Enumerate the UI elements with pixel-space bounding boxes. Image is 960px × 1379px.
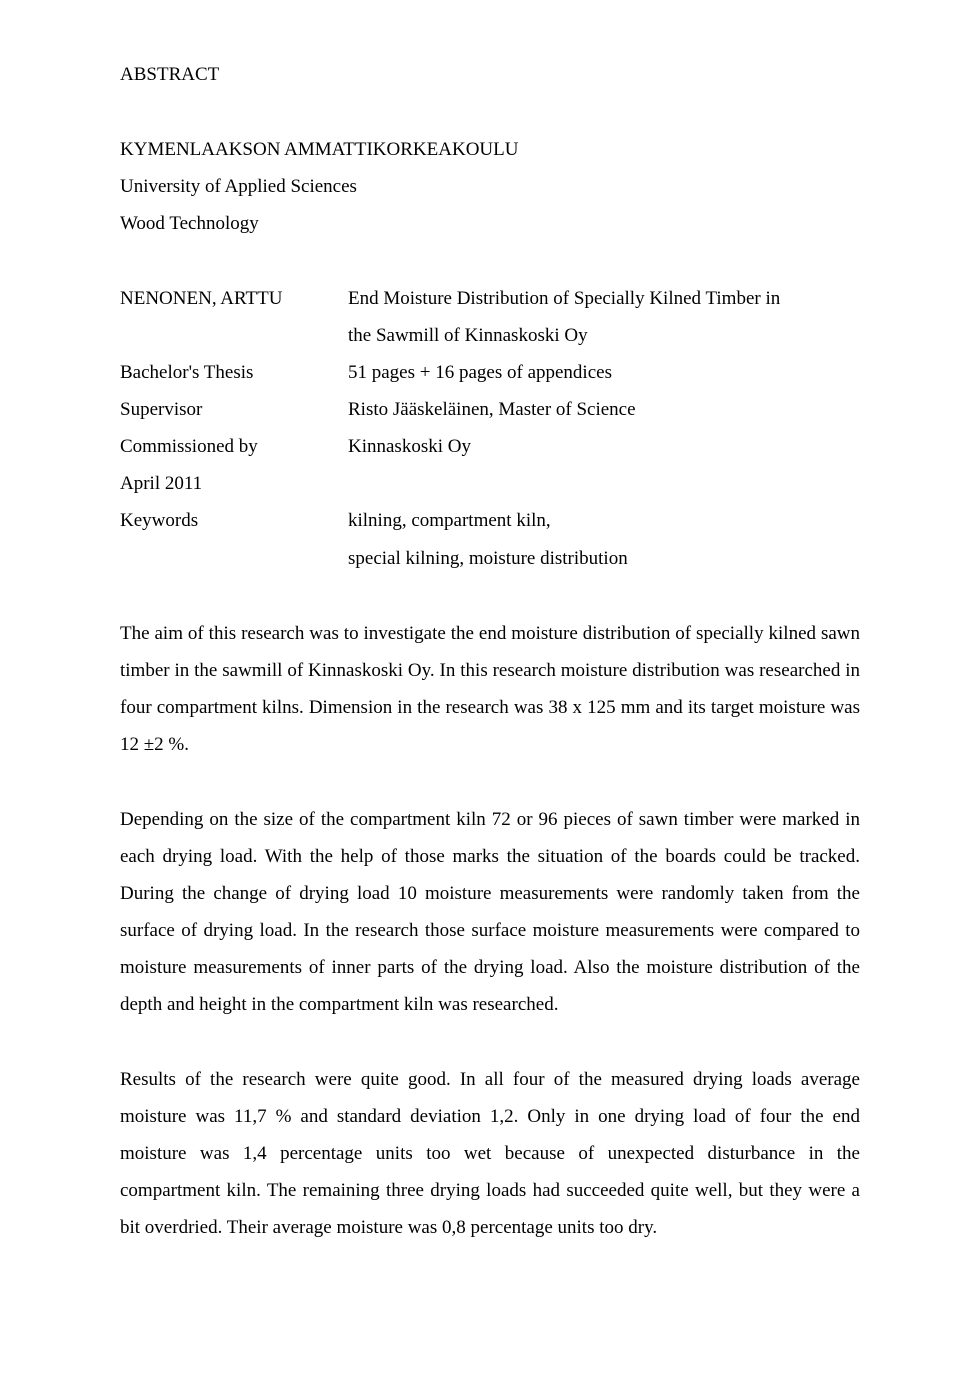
thesis-label: Bachelor's Thesis xyxy=(120,354,348,391)
metadata-table: NENONEN, ARTTU End Moisture Distribution… xyxy=(120,280,860,576)
commissioned-label: Commissioned by xyxy=(120,428,348,465)
institution-name: KYMENLAAKSON AMMATTIKORKEAKOULU xyxy=(120,131,860,168)
pages-value: 51 pages + 16 pages of appendices xyxy=(348,354,860,391)
abstract-paragraph-1: The aim of this research was to investig… xyxy=(120,615,860,763)
empty-label xyxy=(120,317,348,354)
commissioned-value: Kinnaskoski Oy xyxy=(348,428,860,465)
date-row: April 2011 xyxy=(120,465,860,502)
keywords-row-2: special kilning, moisture distribution xyxy=(120,540,860,577)
title-row-2: the Sawmill of Kinnaskoski Oy xyxy=(120,317,860,354)
keywords-line2: special kilning, moisture distribution xyxy=(348,540,860,577)
institution-subtitle: University of Applied Sciences xyxy=(120,168,860,205)
date-label: April 2011 xyxy=(120,465,348,502)
keywords-row-1: Keywords kilning, compartment kiln, xyxy=(120,502,860,539)
date-value-empty xyxy=(348,465,860,502)
author-label: NENONEN, ARTTU xyxy=(120,280,348,317)
thesis-title-line2: the Sawmill of Kinnaskoski Oy xyxy=(348,317,860,354)
organization-block: KYMENLAAKSON AMMATTIKORKEAKOULU Universi… xyxy=(120,131,860,242)
keywords-line1: kilning, compartment kiln, xyxy=(348,502,860,539)
author-row: NENONEN, ARTTU End Moisture Distribution… xyxy=(120,280,860,317)
abstract-heading: ABSTRACT xyxy=(120,56,860,93)
abstract-paragraph-2: Depending on the size of the compartment… xyxy=(120,801,860,1023)
supervisor-value: Risto Jääskeläinen, Master of Science xyxy=(348,391,860,428)
thesis-title-line1: End Moisture Distribution of Specially K… xyxy=(348,280,860,317)
thesis-row: Bachelor's Thesis 51 pages + 16 pages of… xyxy=(120,354,860,391)
abstract-paragraph-3: Results of the research were quite good.… xyxy=(120,1061,860,1246)
empty-label-2 xyxy=(120,540,348,577)
keywords-label: Keywords xyxy=(120,502,348,539)
supervisor-row: Supervisor Risto Jääskeläinen, Master of… xyxy=(120,391,860,428)
supervisor-label: Supervisor xyxy=(120,391,348,428)
commissioned-row: Commissioned by Kinnaskoski Oy xyxy=(120,428,860,465)
department-name: Wood Technology xyxy=(120,205,860,242)
